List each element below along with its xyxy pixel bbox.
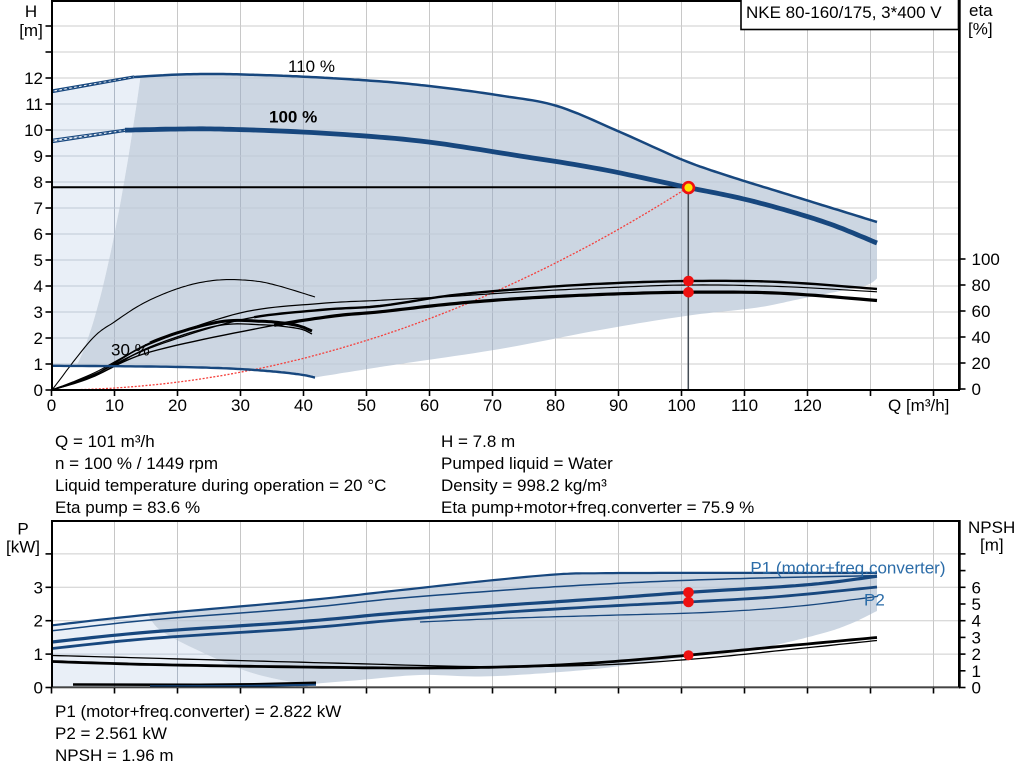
svg-text:1: 1 [34,355,43,374]
svg-text:0: 0 [34,381,43,400]
svg-text:Eta pump = 83.6 %: Eta pump = 83.6 % [55,498,200,517]
svg-text:100 %: 100 % [269,108,317,127]
svg-text:50: 50 [357,396,376,415]
svg-text:P2 = 2.561 kW: P2 = 2.561 kW [55,724,167,743]
svg-text:100: 100 [667,396,695,415]
svg-text:100: 100 [972,250,1000,269]
svg-text:1: 1 [34,645,43,664]
svg-text:Liquid temperature during oper: Liquid temperature during operation = 20… [55,476,386,495]
svg-text:NPSH: NPSH [968,518,1015,537]
svg-text:40: 40 [972,328,991,347]
svg-text:[kW]: [kW] [6,538,40,557]
svg-text:110: 110 [731,396,758,415]
svg-text:[m]: [m] [19,21,43,40]
svg-text:3: 3 [34,578,43,597]
svg-text:11: 11 [25,95,43,114]
svg-text:2: 2 [972,645,981,664]
svg-text:eta: eta [969,1,993,20]
svg-text:Pumped liquid = Water: Pumped liquid = Water [441,454,613,473]
svg-text:40: 40 [294,396,313,415]
svg-text:P1 (motor+freq.converter) = 2.: P1 (motor+freq.converter) = 2.822 kW [55,702,341,721]
svg-text:P: P [17,520,28,539]
svg-text:P2: P2 [864,591,885,610]
svg-text:P1 (motor+freq.converter): P1 (motor+freq.converter) [750,559,945,578]
svg-text:2: 2 [34,612,43,631]
svg-text:NPSH = 1.96 m: NPSH = 1.96 m [55,746,174,765]
svg-text:6: 6 [34,225,43,244]
svg-text:9: 9 [34,147,43,166]
svg-text:0: 0 [972,380,981,399]
svg-text:0: 0 [47,396,56,415]
svg-text:Q [m³/h]: Q [m³/h] [888,396,949,415]
svg-text:n = 100 % / 1449 rpm: n = 100 % / 1449 rpm [55,454,218,473]
svg-text:30: 30 [231,396,250,415]
svg-text:4: 4 [972,612,981,631]
svg-text:10: 10 [24,121,43,140]
svg-text:10: 10 [105,396,124,415]
svg-text:90: 90 [609,396,628,415]
svg-text:120: 120 [793,396,821,415]
svg-text:Density = 998.2 kg/m³: Density = 998.2 kg/m³ [441,476,607,495]
svg-text:7: 7 [34,199,43,218]
svg-text:3: 3 [34,303,43,322]
svg-text:4: 4 [34,277,43,296]
svg-text:0: 0 [972,679,981,698]
svg-text:60: 60 [972,302,991,321]
svg-text:Q = 101 m³/h: Q = 101 m³/h [55,432,155,451]
svg-text:8: 8 [34,173,43,192]
svg-text:NKE 80-160/175, 3*400 V: NKE 80-160/175, 3*400 V [746,3,942,22]
svg-text:60: 60 [420,396,439,415]
svg-text:12: 12 [24,69,43,88]
svg-text:3: 3 [972,628,981,647]
svg-text:30 %: 30 % [111,341,150,360]
svg-text:110 %: 110 % [288,57,335,76]
svg-text:H: H [25,2,37,21]
svg-text:[%]: [%] [968,20,993,39]
svg-text:5: 5 [972,595,981,614]
svg-text:20: 20 [972,354,991,373]
svg-text:H = 7.8 m: H = 7.8 m [441,432,515,451]
svg-text:2: 2 [34,329,43,348]
svg-text:6: 6 [972,578,981,597]
svg-text:20: 20 [168,396,187,415]
svg-text:1: 1 [972,662,981,681]
svg-text:0: 0 [34,679,43,698]
svg-text:80: 80 [546,396,565,415]
svg-text:80: 80 [972,276,991,295]
svg-text:[m]: [m] [980,536,1004,555]
svg-text:70: 70 [483,396,502,415]
svg-text:Eta pump+motor+freq.converter: Eta pump+motor+freq.converter = 75.9 % [441,498,754,517]
svg-text:5: 5 [34,251,43,270]
